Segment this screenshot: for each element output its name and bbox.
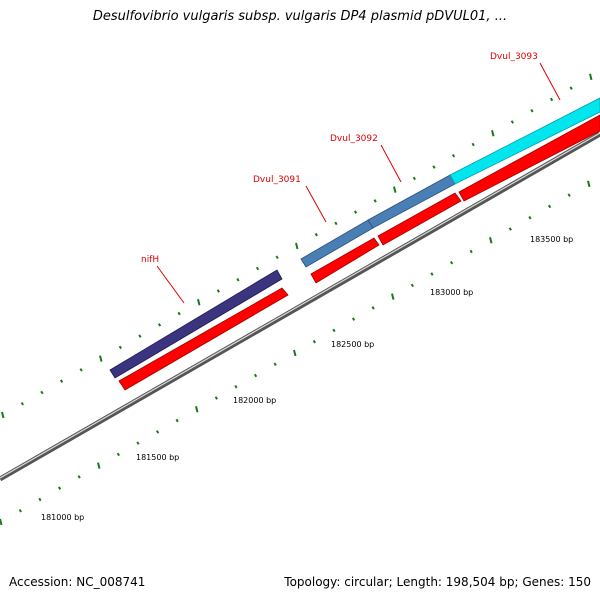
tick-mark xyxy=(0,518,3,526)
tick-mark xyxy=(451,154,456,158)
tick-mark xyxy=(449,261,454,265)
gene-bar-nifH[interactable] xyxy=(109,269,283,379)
position-label: 181500 bp xyxy=(136,453,179,462)
tick-mark xyxy=(469,249,473,254)
tick-mark xyxy=(508,227,512,231)
tick-mark xyxy=(253,373,258,378)
tick-mark xyxy=(295,242,299,250)
tick-mark xyxy=(40,390,44,395)
tick-mark xyxy=(38,497,42,502)
tick-mark xyxy=(353,210,358,214)
tick-mark xyxy=(79,368,83,372)
tick-mark xyxy=(197,299,201,306)
tick-mark xyxy=(373,199,377,203)
map-title: Desulfovibrio vulgaris subsp. vulgaris D… xyxy=(92,9,508,24)
tick-mark xyxy=(216,289,220,293)
gene-label-nifH[interactable]: nifH xyxy=(141,255,159,265)
tick-mark xyxy=(273,362,277,366)
tick-mark xyxy=(510,120,514,124)
tick-mark xyxy=(471,142,475,147)
tick-mark xyxy=(351,317,356,321)
tick-mark xyxy=(116,452,120,457)
backbone xyxy=(0,131,600,482)
leader-Dvul_3093 xyxy=(539,62,561,101)
cds-arrow-Dvul_3092[interactable] xyxy=(377,192,462,246)
tick-mark xyxy=(530,108,534,113)
gene-label-Dvul_3092[interactable]: Dvul_3092 xyxy=(330,134,378,144)
label-leaders xyxy=(156,62,561,304)
tick-mark xyxy=(275,255,279,259)
cds-track xyxy=(118,114,600,391)
tick-mark xyxy=(177,311,181,316)
tick-mark xyxy=(589,73,593,81)
position-label: 182000 bp xyxy=(233,396,276,405)
tick-mark xyxy=(491,130,495,137)
leader-Dvul_3092 xyxy=(380,144,402,183)
tick-mark xyxy=(430,272,434,276)
gene-label-Dvul_3093[interactable]: Dvul_3093 xyxy=(490,52,538,62)
tick-mark xyxy=(567,193,571,197)
position-labels: 181000 bp 181500 bp 182000 bp 182500 bp … xyxy=(41,235,573,522)
tick-mark xyxy=(412,176,416,181)
tick-mark xyxy=(59,379,64,383)
cds-arrow-nifH[interactable] xyxy=(118,287,289,391)
tick-mark xyxy=(1,411,5,419)
tick-mark xyxy=(432,165,436,169)
tick-mark xyxy=(195,406,199,413)
leader-Dvul_3091 xyxy=(305,185,327,223)
tick-mark xyxy=(77,475,81,479)
tick-mark xyxy=(155,430,160,434)
gene-label-Dvul_3091[interactable]: Dvul_3091 xyxy=(253,175,301,185)
tick-mark xyxy=(391,293,395,300)
tick-row-inner xyxy=(1,73,593,419)
tick-mark xyxy=(569,86,573,90)
tick-mark xyxy=(314,232,318,237)
position-label: 183500 bp xyxy=(530,235,573,244)
cds-arrow-Dvul_3091[interactable] xyxy=(310,237,380,284)
tick-mark xyxy=(393,186,397,193)
tick-mark xyxy=(175,418,179,423)
tick-mark xyxy=(138,334,142,338)
tick-mark xyxy=(214,396,218,400)
tick-mark xyxy=(410,283,414,288)
accession-text: Accession: NC_008741 xyxy=(9,575,146,589)
tick-mark xyxy=(136,441,140,445)
leader-nifH xyxy=(156,265,185,304)
position-label: 182500 bp xyxy=(331,340,374,349)
topology-summary: Topology: circular; Length: 198,504 bp; … xyxy=(284,575,591,589)
tick-mark xyxy=(236,277,240,282)
tick-mark xyxy=(293,349,297,357)
tick-mark xyxy=(18,508,22,513)
gene-track xyxy=(109,97,600,379)
tick-mark xyxy=(371,306,375,310)
tick-mark xyxy=(157,323,162,327)
tick-mark xyxy=(332,328,336,333)
position-label: 183000 bp xyxy=(430,288,473,297)
tick-mark xyxy=(489,237,493,244)
tick-mark xyxy=(99,355,103,362)
position-label: 181000 bp xyxy=(41,513,84,522)
tick-mark xyxy=(234,384,238,389)
tick-mark xyxy=(20,401,24,406)
tick-mark xyxy=(547,204,552,209)
tick-row-outer xyxy=(0,180,591,526)
tick-mark xyxy=(118,345,122,350)
tick-mark xyxy=(528,215,532,220)
tick-mark xyxy=(97,462,101,469)
tick-mark xyxy=(334,221,338,226)
tick-mark xyxy=(255,266,260,271)
tick-mark xyxy=(312,339,316,344)
gene-bar-Dvul_3093[interactable] xyxy=(449,97,600,185)
tick-mark xyxy=(587,180,591,188)
tick-mark xyxy=(549,97,554,102)
cds-arrow-Dvul_3093[interactable] xyxy=(458,114,600,202)
tick-mark xyxy=(57,486,62,490)
gene-labels: nifH Dvul_3091 Dvul_3092 Dvul_3093 xyxy=(141,52,538,265)
